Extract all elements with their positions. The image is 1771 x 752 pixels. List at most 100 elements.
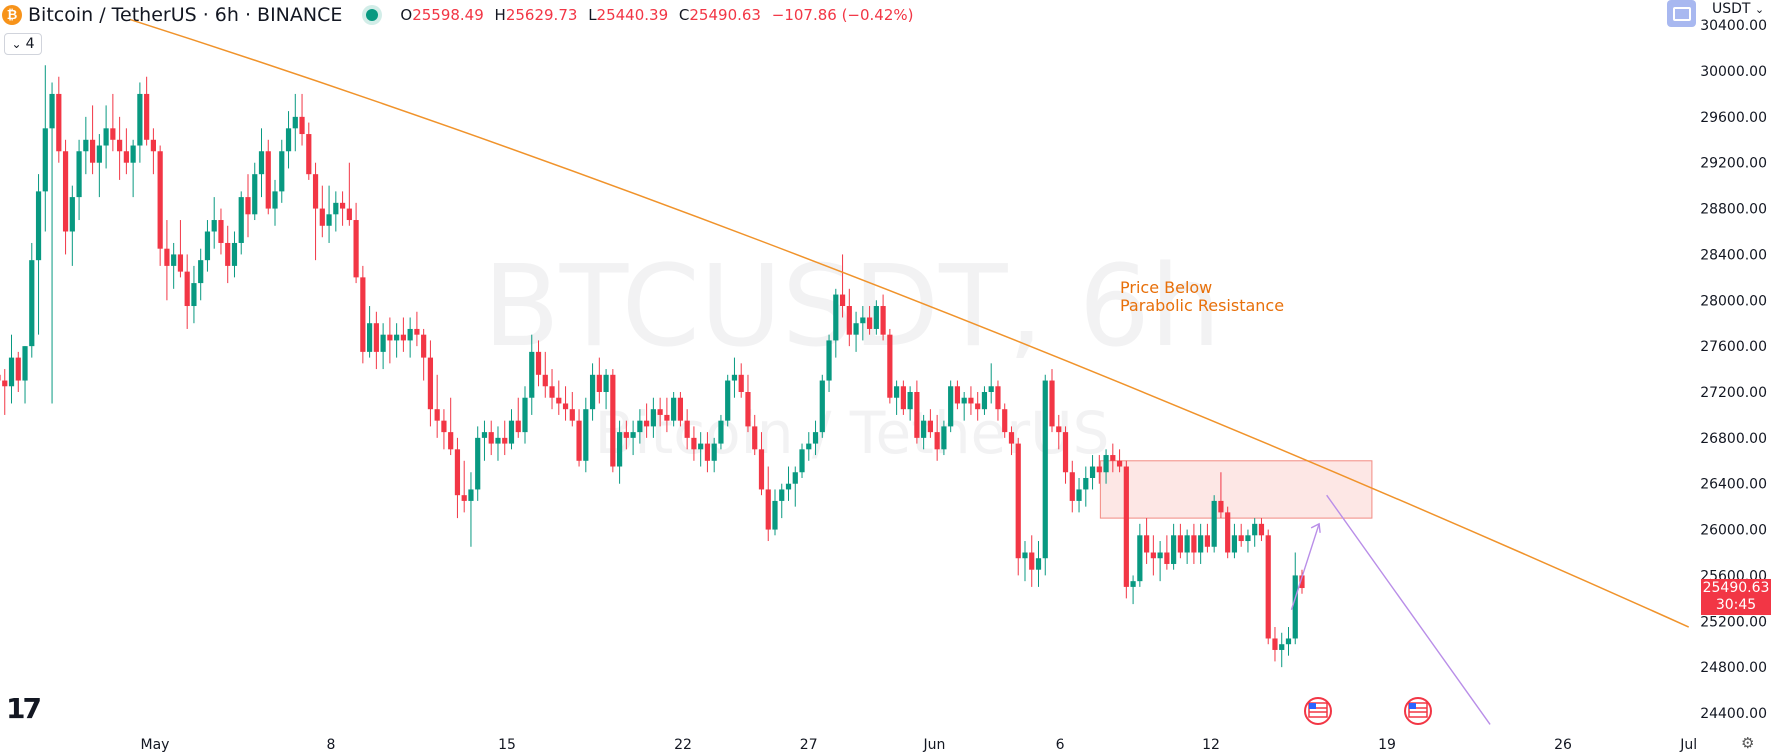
candle-body [292,116,298,129]
candle-body [1130,581,1136,587]
candle-body [198,260,204,284]
candle-body [461,495,467,501]
symbol-title[interactable]: Bitcoin / TetherUS · 6h · BINANCE [28,4,343,26]
candle [245,174,251,238]
price-axis[interactable]: 24400.0024800.0025200.0025600.0026000.00… [1700,18,1767,722]
candle-body [1096,466,1102,473]
time-tick-label: 27 [800,737,818,752]
candle-body [1191,535,1197,553]
candle-body [1198,535,1204,553]
ohlc-values: O25598.49 H25629.73 L25440.39 C25490.63 … [400,6,919,24]
us-flag-event-icon[interactable] [1304,697,1332,725]
annotation-text[interactable]: Price Below Parabolic Resistance [1120,278,1284,315]
candle [1177,523,1183,559]
chart-drawings[interactable] [129,18,1690,725]
candle [535,340,542,387]
camera-icon [1672,6,1691,21]
market-status-icon[interactable] [366,9,379,21]
candle-body [894,386,900,398]
candle-body [535,351,542,375]
candle [29,242,35,358]
candle-body [515,420,521,433]
screenshot-button[interactable] [1667,0,1696,27]
candle-body [454,449,461,496]
economic-events[interactable] [1304,697,1432,725]
time-tick-label: 8 [327,737,336,752]
candle [475,426,481,501]
candle [502,420,508,456]
candle [326,185,332,243]
candle-body [35,191,42,261]
candle [454,437,461,519]
candle-body [481,432,488,438]
candle-body [738,374,744,392]
candle-body [231,242,238,266]
candle-body [596,374,602,392]
candle [69,185,75,266]
candle-body [650,409,656,427]
time-tick-label: Jul [1679,737,1697,752]
candle [718,414,724,450]
candle [1096,455,1102,484]
candle-body [123,151,129,163]
candle [522,386,528,444]
candle [380,323,386,370]
candle [258,128,265,198]
candle [1238,523,1244,547]
tradingview-logo-icon[interactable]: 17 [6,692,42,725]
candle [495,426,501,461]
candle [657,397,663,427]
candle-body [285,128,292,152]
candle-body [400,334,406,341]
candle-body [880,306,886,335]
candle-body [725,380,731,421]
candle [508,409,515,450]
settings-gear-icon[interactable]: ⚙ [1741,734,1755,752]
candle-body [2,380,8,387]
candle [704,432,711,473]
candle-body [921,420,927,438]
candle-body [225,242,231,266]
candle-body [373,323,379,352]
candle [907,386,913,421]
indicators-toggle-button[interactable]: ⌄ 4 [4,33,42,55]
close-value: 25490.63 [689,6,761,24]
candle [1002,403,1008,438]
candle [630,420,636,456]
candle-body [279,151,285,192]
time-axis[interactable]: May 8 15 22 27 Jun 6 12 19 26 Jul [141,737,1698,752]
candle-body [42,128,48,192]
candle-body [387,334,393,341]
candle [1069,460,1075,513]
candle-body [1069,472,1075,501]
candle [319,185,325,238]
candle [900,380,906,415]
resistance-zone[interactable] [1099,460,1373,519]
candle-body [1252,523,1258,536]
candle [758,432,765,496]
candle-body [76,151,82,198]
candle-body [1137,535,1143,582]
candle-body [1022,552,1028,559]
candle [981,386,988,415]
candle-body [711,443,717,461]
currency-selector[interactable]: USDT ⌄ [1712,1,1764,17]
candle-body [616,432,623,467]
candle [1218,472,1224,519]
candle-body [117,139,123,152]
candle-body [306,134,312,175]
candle [826,334,832,392]
candle [894,380,900,415]
us-flag-event-icon[interactable] [1404,697,1432,725]
candle-body [468,489,474,501]
candle-body [1285,638,1292,645]
watermark-symbol: BTCUSDT, 6h [483,242,1221,372]
candle [691,426,697,461]
candle-body [623,432,629,438]
price-tick-label: 28800.00 [1700,202,1767,218]
candle-body [1089,466,1096,478]
candle [421,328,427,381]
candle-body [1184,535,1190,553]
candle-body [367,323,373,352]
